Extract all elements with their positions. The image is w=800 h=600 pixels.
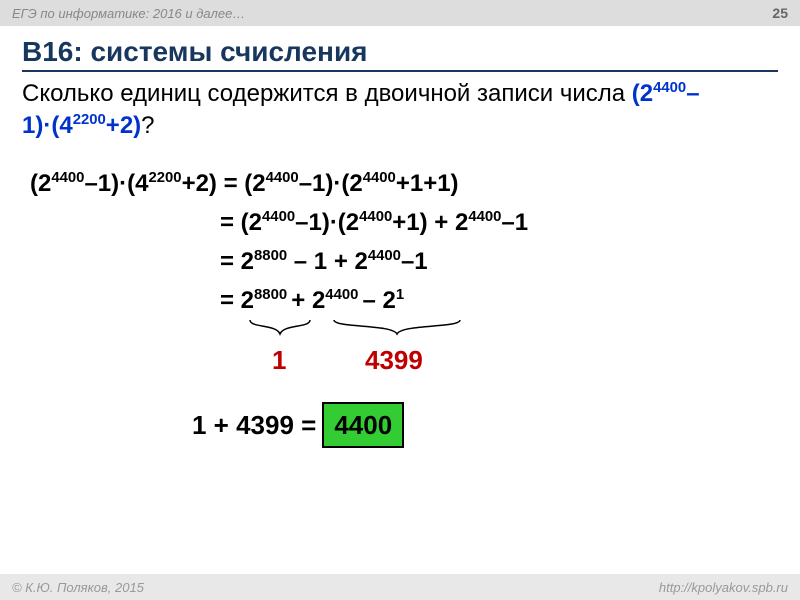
math-line-3: = 28800 – 1 + 24400–1 [30, 243, 778, 280]
question-suffix: ? [141, 112, 154, 139]
brace-1 [248, 318, 312, 336]
slide-content: B16: системы счисления Сколько единиц со… [0, 26, 800, 448]
page-number: 25 [772, 5, 788, 21]
header-left: ЕГЭ по информатике: 2016 и далее… [12, 6, 245, 21]
math-line-1: (24400–1)·(42200+2) = (24400–1)·(24400+1… [30, 165, 778, 202]
question-text: Сколько единиц содержится в двоичной зап… [22, 78, 778, 143]
brace-2 [332, 318, 462, 336]
slide-title: B16: системы счисления [22, 36, 778, 72]
math-derivation: (24400–1)·(42200+2) = (24400–1)·(24400+1… [22, 165, 778, 448]
header-bar: ЕГЭ по информатике: 2016 и далее… 25 [0, 0, 800, 26]
footer-bar: © К.Ю. Поляков, 2015 http://kpolyakov.sp… [0, 574, 800, 600]
math-line-4: = 28800 + 24400 – 21 [30, 282, 778, 319]
answers-row: 1 4399 [30, 340, 778, 374]
brace-row [30, 318, 778, 340]
question-prefix: Сколько единиц содержится в двоичной зап… [22, 80, 632, 107]
footer-left: © К.Ю. Поляков, 2015 [12, 580, 144, 595]
answer-2: 4399 [365, 340, 423, 380]
final-lhs: 1 + 4399 = [192, 405, 316, 445]
math-line-2: = (24400–1)·(24400+1) + 24400–1 [30, 204, 778, 241]
final-result-box: 4400 [322, 402, 404, 448]
answer-1: 1 [272, 340, 286, 380]
final-row: 1 + 4399 = 4400 [30, 402, 778, 448]
footer-right: http://kpolyakov.spb.ru [659, 580, 788, 595]
